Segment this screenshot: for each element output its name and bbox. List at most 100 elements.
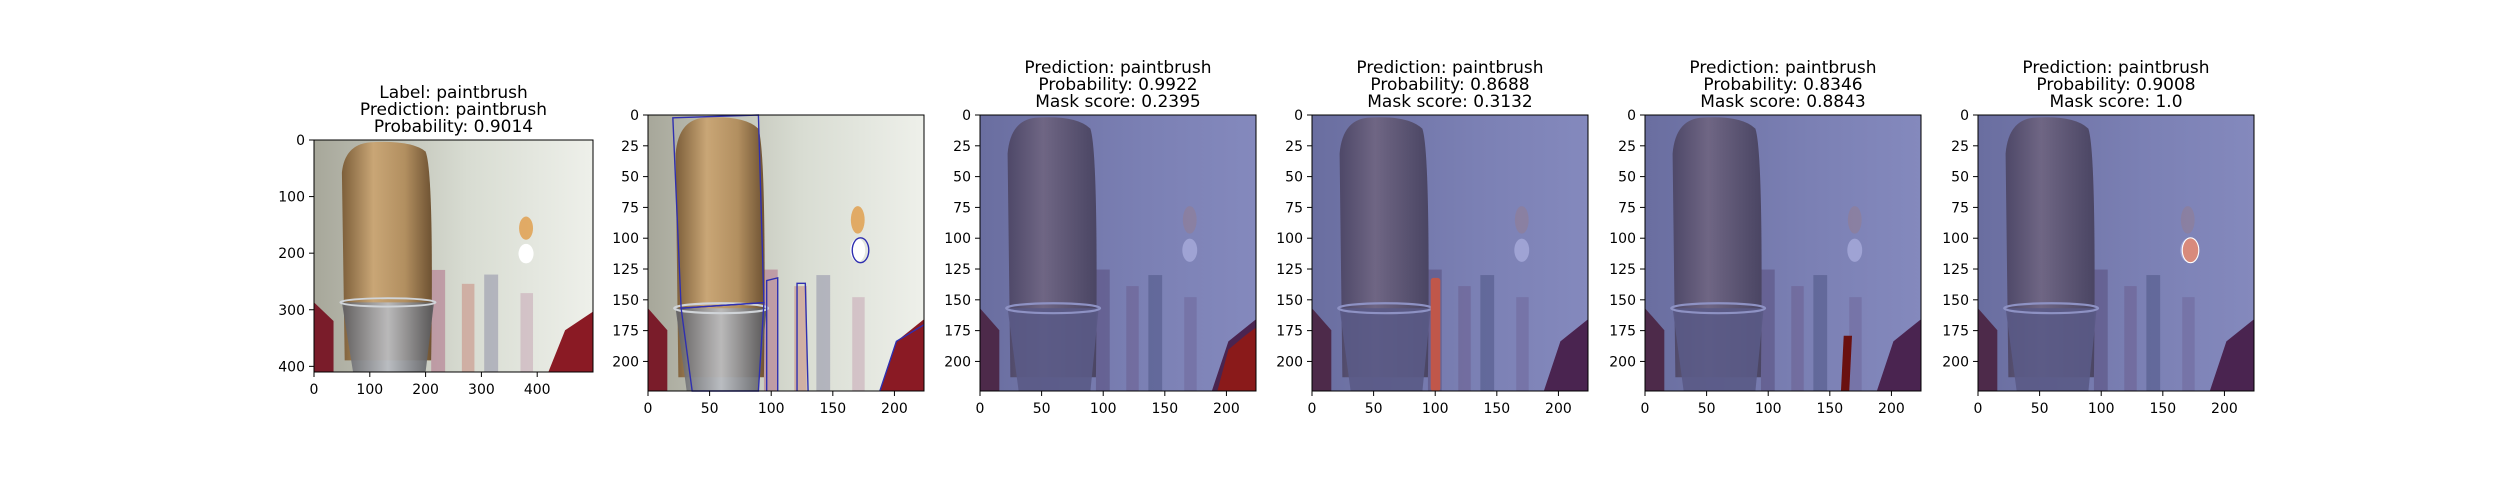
y-tick-label: 50 xyxy=(1951,170,1969,186)
red-object-left xyxy=(980,308,1000,391)
orange-highlight xyxy=(1847,206,1862,234)
y-tick-label: 50 xyxy=(1618,170,1636,186)
y-tick-label: 75 xyxy=(621,200,639,216)
x-tick-label: 150 xyxy=(2149,401,2176,417)
red-object-right xyxy=(548,311,593,372)
panel-image xyxy=(980,115,1256,391)
axes-frame xyxy=(313,139,594,373)
y-tick-label: 125 xyxy=(944,262,971,278)
y-tick-label: 25 xyxy=(953,139,971,155)
x-tick-label: 50 xyxy=(1365,401,1383,417)
x-tick-label: 0 xyxy=(1974,401,1983,417)
segment-outline xyxy=(765,276,779,391)
background-pencil xyxy=(461,283,475,372)
y-tick-label: 125 xyxy=(1276,262,1303,278)
y-tick-label: 175 xyxy=(1276,324,1303,340)
white-blob xyxy=(850,238,866,262)
panel-image xyxy=(648,115,924,391)
x-tick-label: 200 xyxy=(1878,401,1905,417)
x-tick-label: 0 xyxy=(310,382,319,398)
background-pencil xyxy=(1849,297,1862,391)
x-tick-label: 200 xyxy=(2211,401,2238,417)
background-pencil xyxy=(763,269,778,391)
ferrule-ring xyxy=(339,297,437,308)
segment-outline xyxy=(796,282,809,392)
panel-title-line: Probability: 0.8346 xyxy=(1703,75,1862,95)
x-tick-label: 50 xyxy=(1033,401,1051,417)
orange-highlight xyxy=(1182,206,1197,234)
y-tick-label: 50 xyxy=(1285,170,1303,186)
y-tick-label: 25 xyxy=(1618,139,1636,155)
mask-highlight xyxy=(1217,327,1256,391)
y-tick-label: 175 xyxy=(612,324,639,340)
ferrule-ring xyxy=(1670,302,1767,315)
panel-title-line: Probability: 0.9014 xyxy=(374,117,533,137)
red-object-left xyxy=(1312,308,1332,391)
ferrule-ring xyxy=(2003,302,2100,315)
brush-ferrule xyxy=(1339,308,1431,391)
background-pencil xyxy=(1148,275,1163,391)
y-tick-label: 50 xyxy=(953,170,971,186)
axes-frame xyxy=(647,114,925,392)
orange-highlight xyxy=(519,216,534,240)
background-pencil xyxy=(1184,297,1197,391)
panel-3: 0 50 100 150 200 0 25 50 75 100 125 150 175 200 Predic… xyxy=(944,58,1257,417)
panel-title-line: Mask score: 1.0 xyxy=(2049,92,2182,112)
y-tick-label: 0 xyxy=(630,108,639,124)
y-tick-label: 175 xyxy=(944,324,971,340)
y-tick-label: 125 xyxy=(1942,262,1969,278)
brush-ferrule xyxy=(675,308,767,391)
axes-frame xyxy=(979,114,1257,392)
y-tick-label: 175 xyxy=(1609,324,1636,340)
brush-ferrule xyxy=(1007,308,1099,391)
y-tick-label: 125 xyxy=(1609,262,1636,278)
background-pencil xyxy=(1458,286,1471,391)
y-tick-label: 100 xyxy=(944,231,971,247)
y-tick-label: 75 xyxy=(1285,200,1303,216)
panel-2: 0 50 100 150 200 0 25 50 75 100 125 150 175 200 xyxy=(612,108,925,417)
panel-title-line: Mask score: 0.2395 xyxy=(1035,92,1200,112)
panel-title-line: Probability: 0.8688 xyxy=(1370,75,1529,95)
y-tick-label: 25 xyxy=(1285,139,1303,155)
y-tick-label: 200 xyxy=(612,354,639,370)
panel-title-line: Prediction: paintbrush xyxy=(1356,58,1543,78)
red-object-left xyxy=(1978,308,1998,391)
background-pencil xyxy=(852,297,865,391)
background-pencil xyxy=(1791,286,1804,391)
y-tick-label: 150 xyxy=(944,293,971,309)
x-tick-label: 200 xyxy=(1545,401,1572,417)
x-tick-label: 200 xyxy=(412,382,439,398)
red-object-left xyxy=(314,302,334,372)
x-tick-label: 150 xyxy=(1816,401,1843,417)
white-blob xyxy=(1847,238,1863,262)
mask-region xyxy=(2181,237,2200,264)
brush-ferrule xyxy=(2005,308,2097,391)
red-object-left xyxy=(648,308,668,391)
x-tick-label: 150 xyxy=(1483,401,1510,417)
x-tick-label: 400 xyxy=(524,382,551,398)
background-pencil xyxy=(2146,275,2161,391)
ferrule-ring xyxy=(1005,302,1102,315)
white-blob xyxy=(1182,238,1198,262)
background-pencil xyxy=(2093,269,2108,391)
panel-title-line: Prediction: paintbrush xyxy=(360,100,547,120)
y-tick-label: 25 xyxy=(621,139,639,155)
y-tick-label: 0 xyxy=(1960,108,1969,124)
panel-title-line: Prediction: paintbrush xyxy=(2022,58,2209,78)
x-tick-label: 100 xyxy=(1090,401,1117,417)
panel-title-line: Mask score: 0.3132 xyxy=(1367,92,1532,112)
x-tick-label: 150 xyxy=(1151,401,1178,417)
white-blob xyxy=(1514,238,1530,262)
background-pencil xyxy=(1813,275,1828,391)
panel-title-line: Probability: 0.9008 xyxy=(2036,75,2195,95)
panel-1: 0 100 200 300 400 0 100 200 300 400 Label: paintbr… xyxy=(278,83,594,398)
y-tick-label: 125 xyxy=(612,262,639,278)
y-tick-label: 50 xyxy=(621,170,639,186)
y-tick-label: 200 xyxy=(1942,354,1969,370)
y-tick-label: 75 xyxy=(1618,200,1636,216)
x-tick-label: 100 xyxy=(2088,401,2115,417)
orange-highlight xyxy=(1514,206,1529,234)
background-pencil xyxy=(520,293,534,372)
background-pencil xyxy=(431,269,446,372)
